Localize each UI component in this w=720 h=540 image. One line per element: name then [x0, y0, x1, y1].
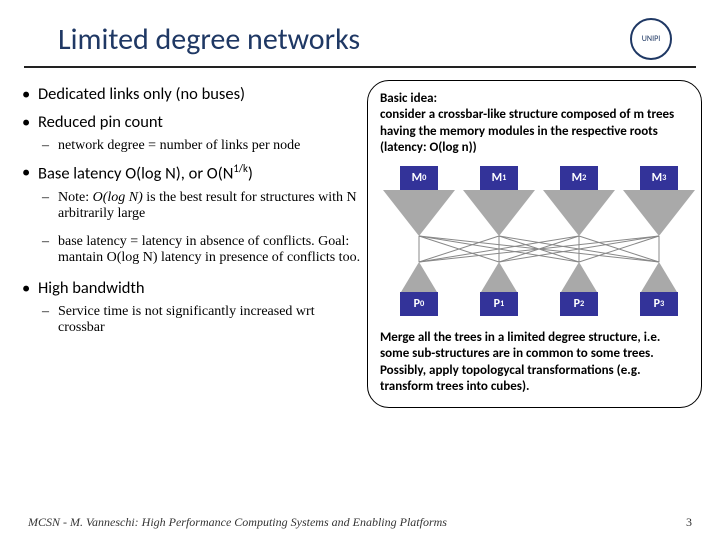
memory-node-2: M2	[560, 166, 598, 190]
title-bar: Limited degree networks UNIPI	[24, 0, 696, 68]
right-box: Basic idea:consider a crossbar-like stru…	[367, 80, 702, 408]
bullet-network-degree: network degree = number of links per nod…	[18, 136, 363, 158]
text-base-latency-post: )	[248, 164, 253, 184]
memory-node-0: M0	[400, 166, 438, 190]
bullet-high-bandwidth: High bandwidth	[18, 270, 363, 302]
bullet-service-time: Service time is not significantly increa…	[18, 302, 363, 340]
footer-text: MCSN - M. Vanneschi: High Performance Co…	[28, 515, 447, 530]
footer: MCSN - M. Vanneschi: High Performance Co…	[28, 515, 692, 530]
bullet-note-olog: Note: O(log N) is the best result for st…	[18, 188, 363, 226]
processor-node-1: P1	[480, 292, 518, 316]
processor-node-0: P0	[400, 292, 438, 316]
page-number: 3	[686, 515, 692, 530]
box-bottom-text: Merge all the trees in a limited degree …	[380, 330, 689, 395]
left-column: Dedicated links only (no buses) Reduced …	[18, 80, 363, 408]
processor-node-2: P2	[560, 292, 598, 316]
content-area: Dedicated links only (no buses) Reduced …	[0, 68, 720, 408]
logo-text: UNIPI	[642, 34, 660, 44]
memory-node-3: M3	[640, 166, 678, 190]
note-olog: O(log N)	[93, 190, 143, 205]
bullet-reduced-pin: Reduced pin count	[18, 108, 363, 136]
university-logo: UNIPI	[630, 18, 672, 60]
processor-node-3: P3	[640, 292, 678, 316]
bullet-base-latency: Base latency O(log N), or O(N1/k)	[18, 158, 363, 188]
memory-node-1: M1	[480, 166, 518, 190]
box-top-text: Basic idea:consider a crossbar-like stru…	[380, 91, 689, 156]
note-pre: Note:	[58, 190, 93, 205]
bullet-dedicated-links: Dedicated links only (no buses)	[18, 80, 363, 108]
text-base-latency-sup: 1/k	[233, 162, 247, 175]
text-base-latency-pre: Base latency O(log N), or O(N	[38, 164, 233, 184]
bullet-base-latency-def: base latency = latency in absence of con…	[18, 226, 363, 270]
tree-diagram: M0 M1 M2 M3 P0 P1 P2 P3	[380, 166, 689, 322]
page-title: Limited degree networks	[58, 21, 630, 58]
